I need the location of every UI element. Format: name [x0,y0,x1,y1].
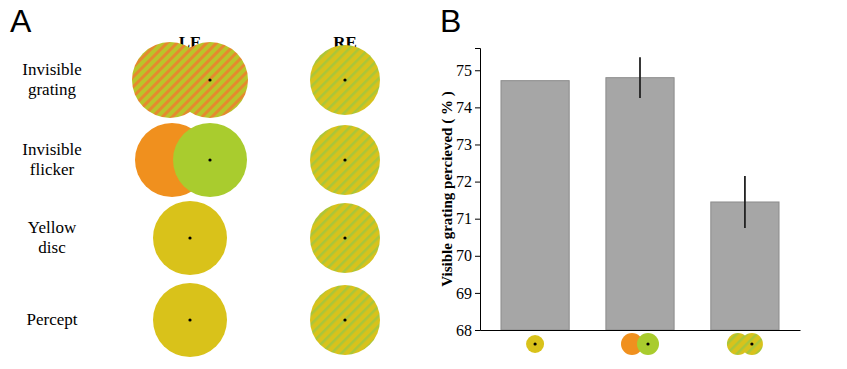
tick-mark [475,144,480,145]
stimulus-row [132,42,380,118]
tick: 71 [456,210,480,227]
yellow-disc [153,283,227,357]
x-axis [481,330,801,331]
axis-line [475,49,481,331]
fixation-dot [343,318,346,321]
row-label: Invisiblegrating [22,60,82,99]
tick-mark [475,293,480,294]
tick-mark [475,330,480,331]
tick: 75 [456,62,480,79]
stimulus-row [153,283,380,357]
y-axis-title: Visible grating percieved ( % ) [439,91,456,286]
tick-mark [475,182,480,183]
grating-disc [310,125,380,195]
fixation-dot [343,236,346,239]
row-label-line: Invisible [22,140,82,159]
row-label-line: Yellow [28,218,77,237]
panel-label: A [10,3,32,39]
fixation-dot [343,78,346,81]
tick-label: 75 [456,62,472,79]
fixation-dot [533,342,536,345]
row-label-line: grating [28,80,77,99]
fixation-dot [646,342,649,345]
tick: 74 [456,99,480,116]
yellow-disc-icon [526,335,544,353]
y-axis: 68 69 70 71 72 73 74 75 [456,49,481,339]
axis-line [481,330,801,331]
yellow-disc [153,201,227,275]
tick: 70 [456,247,480,264]
fixation-dot [188,236,191,239]
tick-label: 74 [456,99,472,116]
grating-disc [310,203,380,273]
grating-disc-icon [741,333,763,355]
grating-disc [310,285,380,355]
condition-icons [526,333,763,355]
stimulus-row [153,201,380,275]
tick-label: 70 [456,247,472,264]
grating-disc [172,42,248,118]
grating-disc [310,45,380,115]
green-disc-icon [637,333,659,355]
tick: 68 [456,322,480,339]
fixation-dot [750,342,753,345]
row-label-line: Percept [27,310,78,329]
fixation-dot [188,318,191,321]
row-label-line: disc [38,238,66,257]
row-label: Percept [27,310,78,329]
panel-b: B 68 69 70 71 72 73 74 75Visible grating perciev… [439,3,801,355]
figure: ALEREInvisiblegratingInvisibleflickerYel… [0,0,847,369]
stimulus-row [135,123,380,197]
panel-a: ALEREInvisiblegratingInvisibleflickerYel… [10,3,380,357]
tick-mark [475,70,480,71]
error-bar [639,57,641,98]
plot-area [501,57,779,330]
bar [501,81,569,330]
tick-mark [475,256,480,257]
row-label-line: Invisible [22,60,82,79]
row-label: Invisibleflicker [22,140,82,179]
tick-mark [475,107,480,108]
tick-label: 71 [456,210,472,227]
tick-label: 68 [456,322,472,339]
bar [606,78,674,330]
row-label-line: flicker [30,160,75,179]
tick-label: 69 [456,285,472,302]
green-disc [173,123,247,197]
row-label: Yellowdisc [28,218,77,257]
fixation-dot [208,158,211,161]
tick-label: 73 [456,136,472,153]
chart-title: B [440,3,461,39]
tick-mark [475,219,480,220]
fixation-dot [343,158,346,161]
error-bar [744,176,746,228]
tick-label: 72 [456,173,472,190]
tick: 72 [456,173,480,190]
tick: 69 [456,285,480,302]
fixation-dot [208,78,211,81]
tick: 73 [456,136,480,153]
